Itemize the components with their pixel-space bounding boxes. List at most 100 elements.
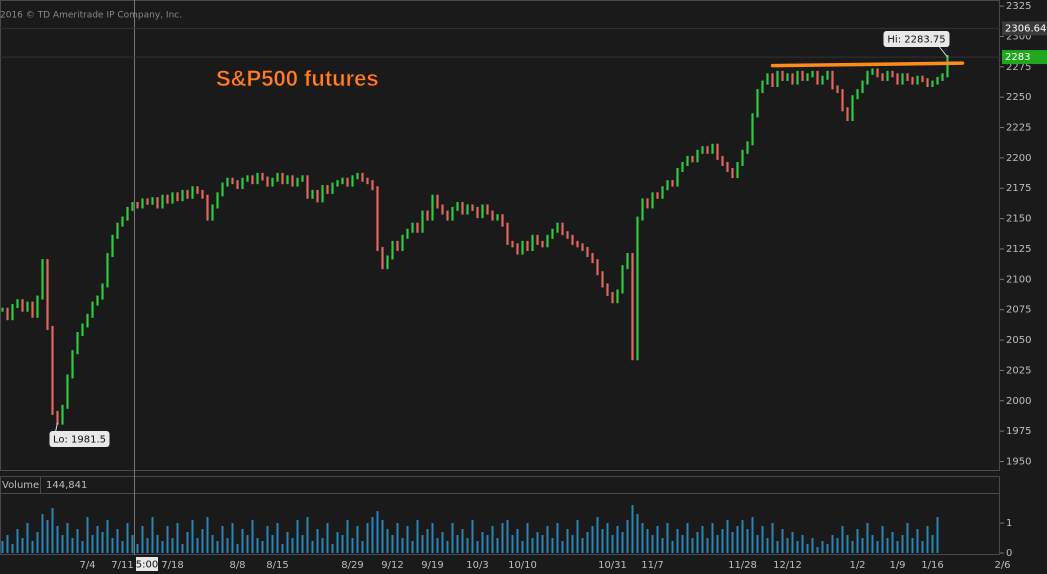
volume-bar	[346, 520, 349, 553]
volume-bar	[501, 523, 504, 553]
volume-bar	[551, 538, 554, 553]
volume-bar	[261, 541, 264, 553]
volume-bar	[271, 535, 274, 553]
volume-tick-label: 1	[1006, 518, 1012, 529]
x-tick-label: 10/3	[466, 560, 488, 571]
volume-bar	[571, 535, 574, 553]
volume-bar	[761, 526, 764, 553]
volume-bar	[116, 529, 119, 553]
volume-bar	[456, 535, 459, 553]
volume-bar	[106, 520, 109, 553]
volume-bar	[511, 535, 514, 553]
volume-bar	[416, 520, 419, 553]
volume-bar	[746, 529, 749, 553]
volume-bar	[911, 538, 914, 553]
volume-bar	[336, 532, 339, 553]
volume-bar	[531, 538, 534, 553]
volume-bar	[201, 529, 204, 553]
x-tick-label: 11/7	[641, 560, 663, 571]
volume-bar	[386, 529, 389, 553]
volume-bar	[791, 532, 794, 553]
volume-bar	[936, 517, 939, 553]
x-tick-label: 10/10	[508, 560, 537, 571]
volume-bar	[191, 520, 194, 553]
volume-bar	[496, 538, 499, 553]
volume-bar	[26, 523, 29, 553]
y-tick-label: 2050	[1006, 335, 1031, 346]
volume-bar	[36, 532, 39, 553]
volume-bar	[126, 523, 129, 553]
volume-bar	[536, 532, 539, 553]
x-tick-label: 8/8	[229, 560, 245, 571]
y-tick-label: 2300	[1006, 31, 1031, 42]
volume-bar	[481, 532, 484, 553]
volume-bar	[731, 532, 734, 553]
volume-bar	[396, 523, 399, 553]
x-tick-label: 1/16	[921, 560, 943, 571]
volume-bar	[581, 538, 584, 553]
volume-bar	[621, 532, 624, 553]
volume-bar	[121, 541, 124, 553]
volume-bar	[876, 541, 879, 553]
volume-bar	[566, 529, 569, 553]
volume-bar	[766, 538, 769, 553]
volume-bar	[521, 541, 524, 553]
volume-bar	[831, 535, 834, 553]
volume-bar	[711, 523, 714, 553]
volume-bar	[301, 535, 304, 553]
volume-bar	[211, 535, 214, 553]
volume-bar	[931, 535, 934, 553]
volume-bar	[216, 541, 219, 553]
volume-bar	[281, 544, 284, 553]
volume-bar	[556, 523, 559, 553]
volume-bar	[491, 526, 494, 553]
volume-bar	[471, 520, 474, 553]
y-tick-label: 2150	[1006, 214, 1031, 225]
volume-bar	[926, 526, 929, 553]
volume-bar	[91, 535, 94, 553]
volume-bar	[411, 541, 414, 553]
volume-bar	[226, 538, 229, 553]
volume-bar	[726, 520, 729, 553]
copyright: 2016 © TD Ameritrade IP Company, Inc.	[0, 11, 182, 21]
cursor-label: 5:00	[136, 560, 158, 571]
volume-bar	[11, 544, 14, 553]
volume-bar	[331, 544, 334, 553]
volume-bar	[591, 526, 594, 553]
y-tick-label: 2025	[1006, 365, 1031, 376]
x-tick-label: 1/2	[849, 560, 865, 571]
volume-bar	[381, 520, 384, 553]
volume-bar	[806, 544, 809, 553]
volume-bar	[296, 520, 299, 553]
volume-bar	[166, 526, 169, 553]
volume-bar	[826, 544, 829, 553]
x-tick-label: 1/9	[889, 560, 905, 571]
volume-bar	[291, 538, 294, 553]
volume-bar	[841, 526, 844, 553]
volume-bar	[431, 523, 434, 553]
volume-bar	[701, 526, 704, 553]
volume-bar	[786, 538, 789, 553]
volume-bar	[436, 538, 439, 553]
volume-bar	[601, 529, 604, 553]
x-tick-label: 7/11	[111, 560, 133, 571]
y-tick-label: 2225	[1006, 123, 1031, 134]
x-tick-label: 10/31	[598, 560, 627, 571]
y-tick-label: 2175	[1006, 183, 1031, 194]
volume-bar	[41, 514, 44, 553]
volume-bar	[446, 541, 449, 553]
lo-label: Lo: 1981.5	[53, 435, 106, 446]
volume-bar	[151, 517, 154, 553]
volume-tick-label: 0	[1006, 548, 1012, 559]
x-tick-label: 7/4	[79, 560, 95, 571]
volume-bar	[196, 538, 199, 553]
y-tick-label: 2000	[1006, 396, 1031, 407]
volume-panel	[0, 476, 1000, 555]
volume-bar	[526, 523, 529, 553]
volume-bar	[21, 538, 24, 553]
y-tick-label: 2100	[1006, 274, 1031, 285]
volume-bar	[181, 544, 184, 553]
volume-bar	[31, 541, 34, 553]
price-marker-label: 2283	[1005, 52, 1030, 63]
